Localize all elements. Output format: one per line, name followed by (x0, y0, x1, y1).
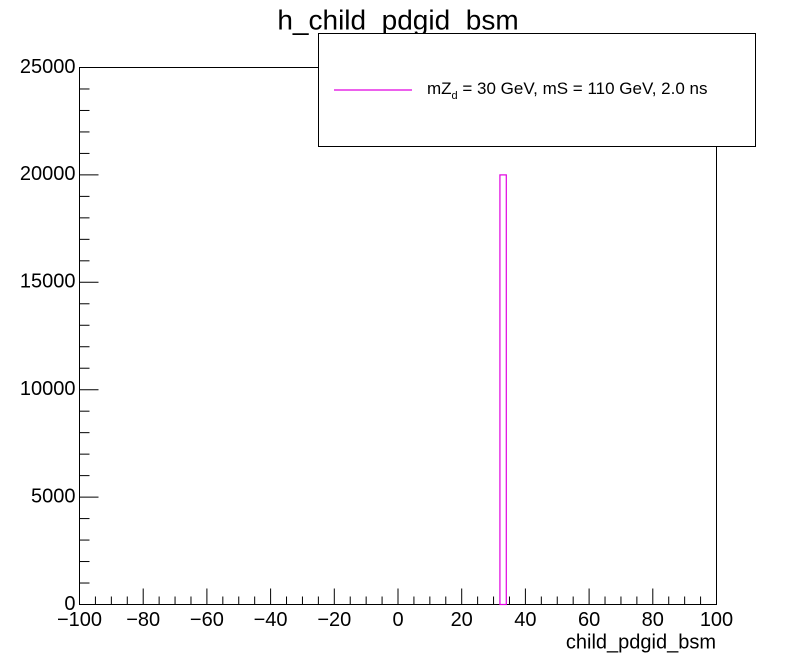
hist-bar (499, 174, 507, 606)
y-tick-label: 10000 (20, 378, 76, 400)
y-tick-label: 25000 (20, 56, 76, 78)
legend-subscript: d (452, 90, 458, 102)
y-tick-label: 15000 (20, 271, 76, 293)
y-tick-label: 0 (64, 593, 75, 615)
x-tick-label: −80 (126, 609, 160, 631)
x-axis-label: child_pdgid_bsm (566, 631, 716, 653)
x-tick-label: 60 (578, 609, 600, 631)
x-tick-label: −60 (190, 609, 224, 631)
x-tick-label: −100 (57, 609, 102, 631)
x-tick-label: 0 (392, 609, 403, 631)
x-tick-label: 80 (642, 609, 664, 631)
x-tick-label: 20 (451, 609, 473, 631)
legend: mZd = 30 GeV, mS = 110 GeV, 2.0 ns (334, 79, 708, 102)
y-tick-label: 20000 (20, 163, 76, 185)
legend-text: mZ (427, 79, 452, 98)
y-tick-label: 5000 (31, 485, 76, 507)
x-tick-label: −20 (317, 609, 351, 631)
x-tick-label: 100 (700, 609, 733, 631)
chart-title: h_child_pdgid_bsm (277, 4, 518, 35)
x-tick-label: −40 (254, 609, 288, 631)
legend-label: mZd = 30 GeV, mS = 110 GeV, 2.0 ns (427, 79, 708, 101)
legend-text: = 30 GeV, mS = 110 GeV, 2.0 ns (458, 79, 708, 98)
x-tick-label: 40 (514, 609, 536, 631)
